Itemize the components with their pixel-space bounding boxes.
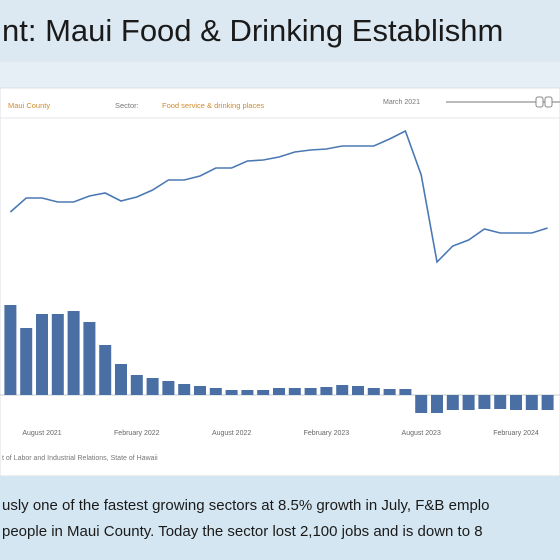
- bar: [478, 395, 491, 409]
- bar: [336, 385, 349, 395]
- slide-title: nt: Maui Food & Drinking Establishm: [2, 13, 503, 48]
- bar: [510, 395, 522, 410]
- bar: [225, 390, 238, 395]
- county-filter[interactable]: Maui County: [8, 101, 50, 110]
- bar: [178, 384, 191, 395]
- bar: [273, 388, 285, 395]
- bar: [494, 395, 507, 409]
- sector-label: Sector:: [115, 101, 139, 110]
- x-tick-label: August 2022: [212, 430, 251, 437]
- slider-knob[interactable]: [544, 96, 553, 108]
- bar: [241, 390, 254, 395]
- bar: [320, 387, 333, 395]
- bar: [367, 388, 380, 395]
- bar: [541, 395, 554, 410]
- bar: [20, 328, 33, 395]
- slider-knob[interactable]: [535, 96, 544, 108]
- bar: [83, 322, 96, 395]
- bar: [67, 311, 80, 395]
- bar: [288, 388, 301, 395]
- bar: [352, 386, 364, 395]
- bar: [4, 305, 17, 395]
- date-label: March 2021: [383, 99, 420, 106]
- bar: [304, 388, 317, 395]
- dashboard-panel: [0, 87, 560, 477]
- bar: [194, 386, 206, 395]
- bar: [146, 378, 159, 395]
- employment-line: [9, 129, 548, 264]
- bar: [462, 395, 475, 410]
- x-tick-label: August 2021: [22, 430, 61, 437]
- bar: [431, 395, 443, 413]
- bar: [115, 364, 127, 395]
- title-band: [0, 0, 560, 62]
- source-note: t of Labor and Industrial Relations, Sta…: [2, 455, 158, 462]
- bar: [257, 390, 270, 395]
- bar: [399, 389, 412, 395]
- footer-text: people in Maui County. Today the sector …: [2, 523, 483, 540]
- bar: [383, 389, 396, 395]
- bar: [51, 314, 64, 395]
- bar: [99, 345, 112, 395]
- footer-band: [0, 476, 560, 560]
- bar: [209, 388, 222, 395]
- bar: [415, 395, 428, 413]
- bar: [446, 395, 459, 410]
- bar: [162, 381, 175, 395]
- title-band-lower: [0, 62, 560, 88]
- x-tick-label: February 2022: [114, 430, 160, 437]
- bar: [525, 395, 538, 410]
- bar: [130, 375, 143, 395]
- x-tick-label: August 2023: [402, 430, 441, 437]
- sector-filter[interactable]: Food service & drinking places: [162, 101, 264, 110]
- x-tick-label: February 2023: [304, 430, 350, 437]
- footer-text: usly one of the fastest growing sectors …: [2, 497, 489, 514]
- x-tick-label: February 2024: [493, 430, 539, 437]
- bar: [36, 314, 48, 395]
